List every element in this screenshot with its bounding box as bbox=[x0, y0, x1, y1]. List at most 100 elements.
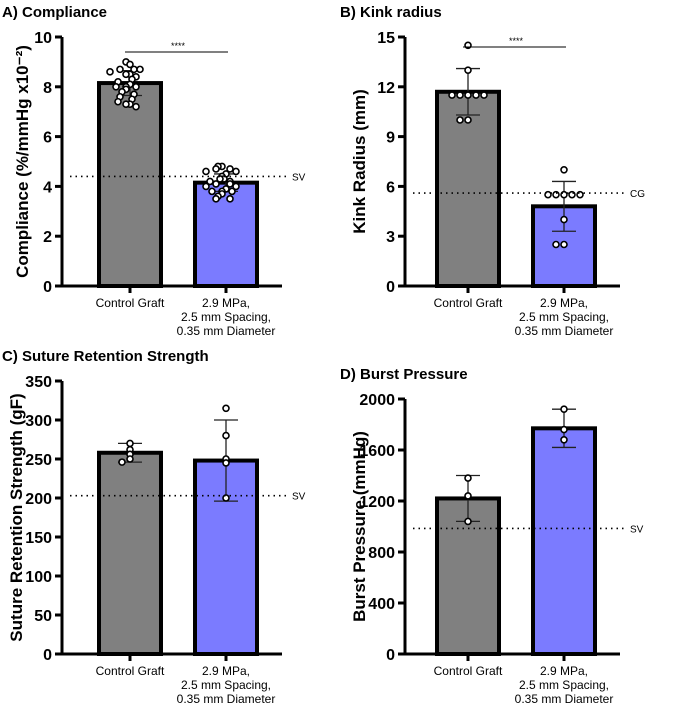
y-axis-label: Compliance (%/mmHg x10⁻²) bbox=[13, 45, 32, 278]
bar-1 bbox=[435, 89, 501, 288]
data-point bbox=[114, 97, 122, 106]
data-point bbox=[202, 167, 210, 176]
data-point bbox=[202, 182, 210, 191]
y-tick-label: 50 bbox=[34, 608, 52, 625]
data-point bbox=[212, 180, 220, 188]
data-point bbox=[226, 195, 234, 203]
x-tick-label: Control Graft bbox=[434, 296, 503, 310]
x-tick-label: 2.9 MPa, bbox=[202, 296, 250, 310]
reference-label: CG bbox=[630, 189, 645, 200]
y-tick-label: 300 bbox=[25, 413, 52, 430]
y-tick-label: 250 bbox=[25, 452, 52, 469]
reference-label: SV bbox=[292, 172, 306, 183]
data-point bbox=[464, 116, 472, 124]
x-tick-label: 2.5 mm Spacing, bbox=[181, 678, 271, 692]
y-tick-label: 3 bbox=[386, 229, 395, 246]
y-tick-label: 2000 bbox=[359, 392, 395, 409]
data-point bbox=[222, 494, 230, 502]
data-point bbox=[464, 492, 472, 500]
data-point bbox=[560, 166, 568, 174]
y-tick-label: 6 bbox=[386, 179, 395, 196]
data-point bbox=[560, 240, 568, 249]
y-tick-label: 6 bbox=[43, 130, 52, 147]
y-tick-label: 150 bbox=[25, 530, 52, 547]
data-point bbox=[464, 517, 472, 526]
data-point bbox=[106, 68, 114, 76]
data-point bbox=[136, 65, 144, 74]
data-point bbox=[222, 431, 230, 440]
x-tick-label: 2.5 mm Spacing, bbox=[519, 310, 609, 324]
significance-label: **** bbox=[509, 36, 524, 46]
data-point bbox=[560, 215, 568, 224]
panel-title: A) Compliance bbox=[2, 4, 107, 21]
y-tick-label: 800 bbox=[368, 545, 395, 562]
x-tick-label: 0.35 mm Diameter bbox=[515, 324, 614, 338]
data-point bbox=[232, 167, 240, 176]
y-tick-label: 15 bbox=[377, 30, 395, 47]
x-tick-label: 2.9 MPa, bbox=[202, 664, 250, 678]
data-point bbox=[132, 83, 140, 91]
y-axis-label: Kink Radius (mm) bbox=[350, 89, 369, 234]
y-tick-label: 200 bbox=[25, 491, 52, 508]
y-tick-label: 10 bbox=[34, 30, 52, 47]
reference-label: SV bbox=[630, 524, 644, 535]
data-point bbox=[132, 102, 140, 111]
data-point bbox=[112, 83, 120, 91]
y-axis-label: Suture Retention Strength (gF) bbox=[7, 393, 26, 641]
data-point bbox=[126, 455, 134, 463]
data-point bbox=[212, 165, 220, 173]
panel-title: C) Suture Retention Strength bbox=[2, 348, 209, 365]
y-axis-label: Burst Pressure (mmHg) bbox=[350, 431, 369, 622]
data-point bbox=[568, 190, 576, 199]
data-point bbox=[480, 91, 488, 99]
y-tick-label: 2 bbox=[43, 229, 52, 246]
y-tick-label: 1200 bbox=[359, 494, 395, 511]
x-tick-label: 2.9 MPa, bbox=[540, 296, 588, 310]
panel-title: B) Kink radius bbox=[340, 4, 442, 21]
x-tick-label: 0.35 mm Diameter bbox=[177, 692, 276, 706]
panel-2: B) Kink radius Kink Radius (mm) CG **** 0 3 6 9… bbox=[340, 4, 645, 338]
data-point bbox=[118, 458, 126, 466]
y-tick-label: 100 bbox=[25, 569, 52, 586]
y-tick-label: 8 bbox=[43, 80, 52, 97]
bar-2 bbox=[193, 180, 259, 288]
data-point bbox=[222, 459, 230, 467]
data-point bbox=[226, 180, 234, 188]
data-point bbox=[560, 405, 568, 414]
data-point bbox=[464, 91, 472, 99]
panel-4: D) Burst Pressure Burst Pressure (mmHg) SV… bbox=[340, 366, 644, 706]
data-point bbox=[122, 70, 130, 79]
data-point bbox=[222, 404, 230, 413]
y-tick-label: 4 bbox=[43, 179, 52, 196]
data-point bbox=[560, 435, 568, 444]
x-tick-label: Control Graft bbox=[96, 296, 165, 310]
significance-label: **** bbox=[171, 41, 186, 51]
x-tick-label: 2.5 mm Spacing, bbox=[181, 310, 271, 324]
y-tick-label: 400 bbox=[368, 596, 395, 613]
x-tick-label: 0.35 mm Diameter bbox=[177, 324, 276, 338]
x-tick-label: 2.5 mm Spacing, bbox=[519, 678, 609, 692]
panel-title: D) Burst Pressure bbox=[340, 366, 468, 383]
data-point bbox=[472, 91, 480, 99]
x-tick-label: 0.35 mm Diameter bbox=[515, 692, 614, 706]
data-point bbox=[228, 187, 236, 196]
x-tick-label: 2.9 MPa, bbox=[540, 664, 588, 678]
data-point bbox=[122, 100, 130, 109]
y-tick-label: 0 bbox=[386, 279, 395, 296]
data-point bbox=[226, 165, 234, 173]
y-tick-label: 12 bbox=[377, 80, 395, 97]
y-tick-label: 0 bbox=[43, 647, 52, 664]
panel-1: A) Compliance Compliance (%/mmHg x10⁻²) SV… bbox=[2, 4, 306, 338]
y-tick-label: 1600 bbox=[359, 443, 395, 460]
data-point bbox=[212, 195, 220, 203]
data-point bbox=[456, 116, 464, 124]
data-point bbox=[464, 474, 472, 482]
data-point bbox=[464, 66, 472, 74]
data-point bbox=[206, 177, 214, 186]
data-point bbox=[560, 425, 568, 434]
data-point bbox=[232, 182, 240, 191]
x-tick-label: Control Graft bbox=[96, 664, 165, 678]
x-tick-label: Control Graft bbox=[434, 664, 503, 678]
